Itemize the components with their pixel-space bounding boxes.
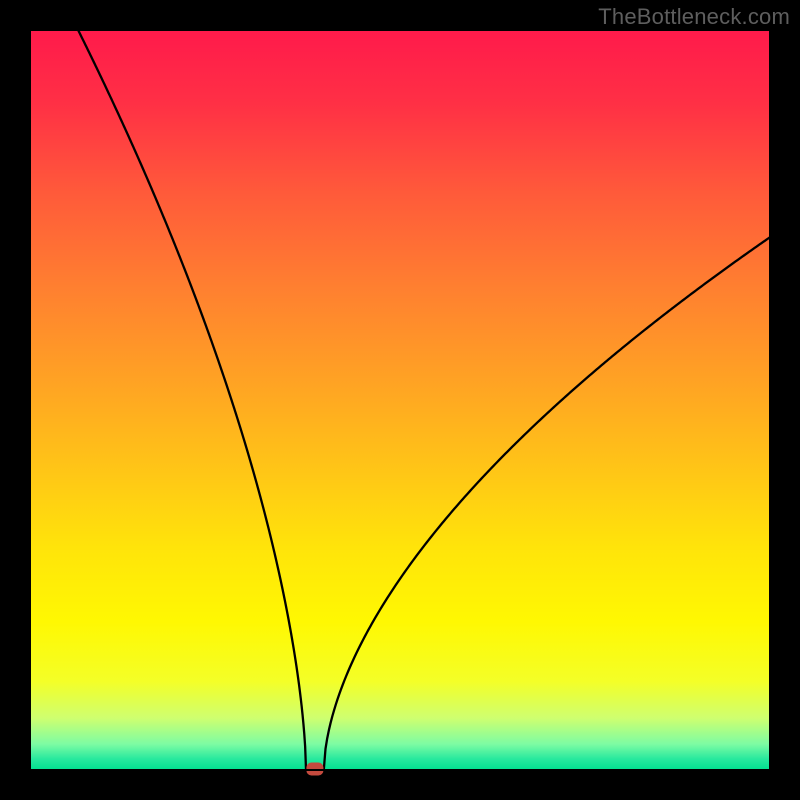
plot-background <box>30 30 770 770</box>
chart-stage: TheBottleneck.com <box>0 0 800 800</box>
watermark-text: TheBottleneck.com <box>598 4 790 30</box>
bottleneck-chart-svg <box>0 0 800 800</box>
